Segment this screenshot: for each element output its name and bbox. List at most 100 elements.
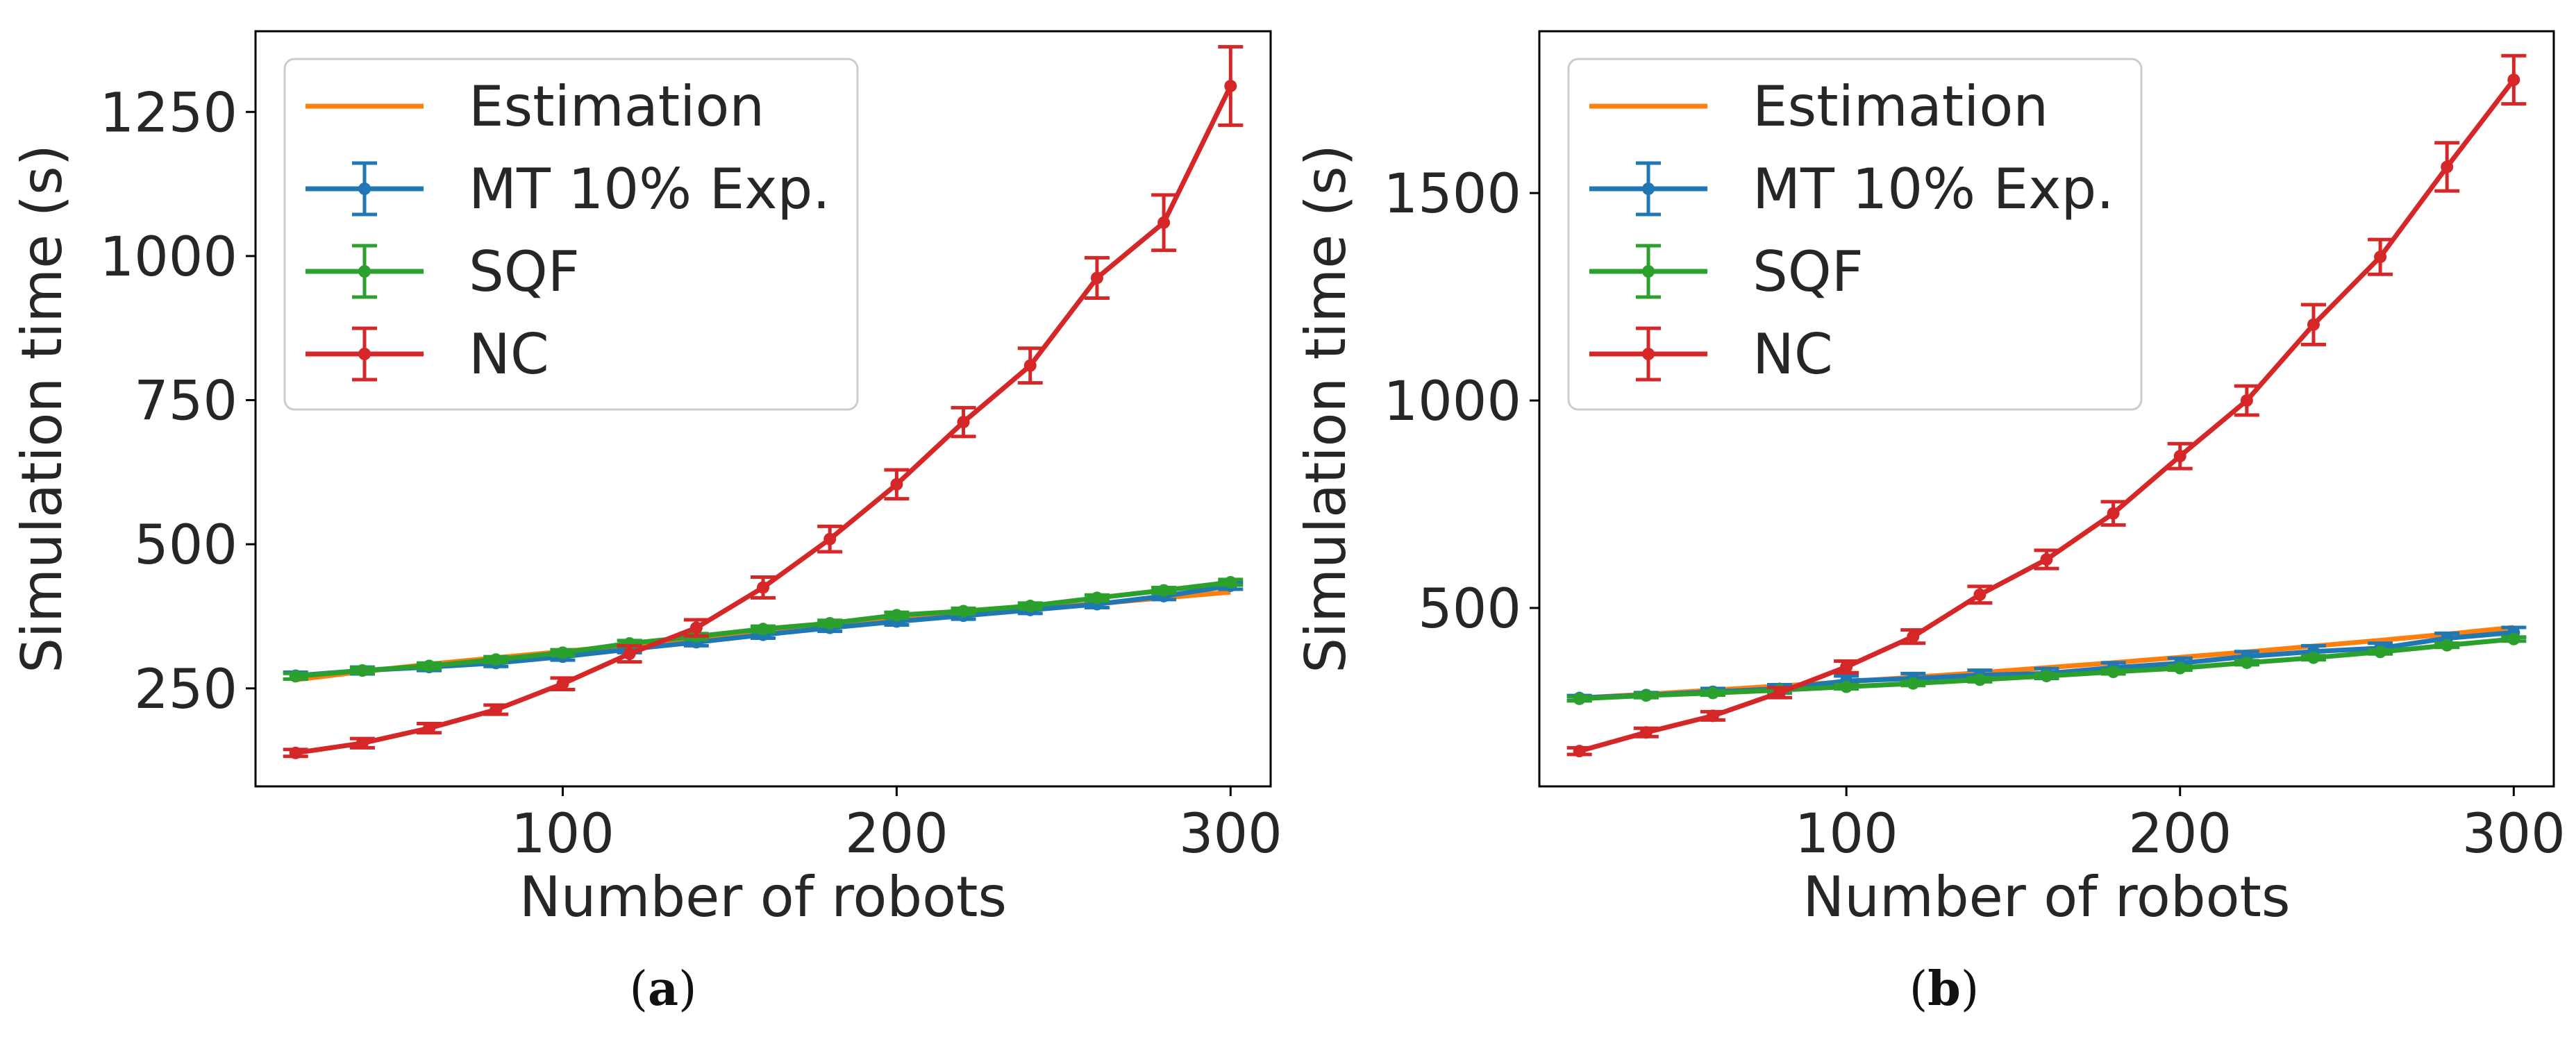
chart-b-data-point <box>2173 661 2186 675</box>
chart-b-data-point <box>2441 639 2454 652</box>
chart-a-data-point <box>356 664 369 677</box>
chart-b-data-point <box>2240 394 2253 407</box>
chart-a-data-point <box>490 653 503 666</box>
chart-a-xtick-label: 200 <box>845 803 948 865</box>
chart-b-data-point <box>2374 251 2387 264</box>
chart-a-legend-marker <box>358 348 371 360</box>
chart-b-caption-open: ( <box>1909 962 1928 1017</box>
chart-b-data-point <box>1706 709 1719 723</box>
chart-b-series-sqf <box>1566 632 2527 705</box>
chart-a-data-point <box>957 605 970 618</box>
chart-b-data-point <box>2240 656 2253 669</box>
chart-b-legend-box <box>1567 58 2143 411</box>
chart-b-data-point <box>1973 588 1987 601</box>
chart-b-legend-label: Estimation <box>1753 74 2048 139</box>
chart-a-data-point <box>689 621 703 634</box>
chart-b-data-point <box>2107 507 2120 520</box>
chart-a-x-axis-label: Number of robots <box>519 865 1007 929</box>
chart-b-data-point <box>2307 651 2320 664</box>
chart-b-legend-label: NC <box>1753 322 1833 387</box>
chart-a-data-point <box>1090 591 1103 605</box>
chart-b-series-nc <box>1566 53 2527 758</box>
chart-a-ytick-label: 1000 <box>99 226 237 289</box>
chart-a-legend: Estimation MT 10% Exp. SQF NC <box>283 58 859 411</box>
chart-a-caption-open: ( <box>629 962 648 1017</box>
chart-a-series-sqf <box>283 575 1244 683</box>
chart-b-data-point <box>2173 450 2186 463</box>
chart-a-legend-label: Estimation <box>469 74 764 139</box>
chart-b-legend-label: MT 10% Exp. <box>1753 157 2114 221</box>
chart-a-data-point <box>890 478 903 491</box>
chart-b-legend-label: SQF <box>1753 239 1864 304</box>
chart-a-data-point <box>1023 359 1037 372</box>
chart-a-caption-letter: a <box>648 961 678 1017</box>
chart-b-data-point <box>1840 680 1853 693</box>
chart-a-data-point <box>556 646 569 659</box>
chart-a-data-point <box>757 623 769 636</box>
chart-b-data-point <box>2307 318 2320 331</box>
chart-b-ytick-label: 1500 <box>1383 163 1521 226</box>
chart-b-data-point <box>1573 745 1586 758</box>
chart-a-y-axis-label: Simulation time (s) <box>10 144 74 673</box>
chart-b-ytick-label: 500 <box>1418 578 1521 641</box>
chart-a-data-point <box>623 647 636 660</box>
chart-a-data-point <box>957 416 970 429</box>
chart-a-data-point <box>423 722 436 735</box>
chart-b-axes-frame <box>1538 30 2555 788</box>
chart-a-legend-label: NC <box>469 322 549 387</box>
chart-b-caption: (b) <box>1909 961 1980 1017</box>
chart-a-xtick-label: 100 <box>511 803 614 865</box>
chart-b-legend: Estimation MT 10% Exp. SQF NC <box>1567 58 2143 411</box>
chart-a-series-nc <box>283 44 1244 759</box>
chart-a-axes-frame <box>254 30 1272 788</box>
chart-b-xtick-label: 100 <box>1795 803 1898 865</box>
chart-b-data-point <box>1706 686 1719 700</box>
chart-a-data-point <box>289 746 302 759</box>
chart-a-data-point <box>490 703 503 716</box>
chart-b-data-point <box>1773 686 1787 699</box>
chart-a-data-point <box>823 532 837 546</box>
chart-a-data-point <box>556 677 569 691</box>
chart-b-legend-marker <box>1642 265 1655 278</box>
chart-a-data-point <box>890 609 903 622</box>
chart-a-data-point <box>1157 584 1171 597</box>
chart-a-data-point <box>1023 600 1037 613</box>
chart-b-ytick-label: 1000 <box>1383 371 1521 433</box>
chart-a-ytick-label: 750 <box>134 371 237 433</box>
chart-b-data-point <box>2040 669 2053 682</box>
chart-b: 100 200 300 500 1000 1500 Number of robots Simu… <box>1294 30 2566 1017</box>
chart-b-data-point <box>2374 645 2387 659</box>
chart-b-data-point <box>1973 673 1987 686</box>
chart-b-data-point <box>2507 73 2520 86</box>
chart-a-legend-box <box>283 58 859 411</box>
chart-a-legend-label: MT 10% Exp. <box>469 157 830 221</box>
chart-a-data-point <box>1090 271 1103 285</box>
chart-a-data-point <box>1157 216 1171 229</box>
chart-b-data-point <box>1639 689 1653 702</box>
chart-a-data-point <box>289 670 302 683</box>
chart-a-legend-marker <box>358 265 371 278</box>
chart-b-legend-marker <box>1642 183 1655 195</box>
chart-b-x-axis-label: Number of robots <box>1803 865 2290 929</box>
chart-b-data-point <box>1639 726 1653 739</box>
chart-a-xtick-label: 300 <box>1179 803 1282 865</box>
chart-b-data-point <box>1573 692 1586 705</box>
chart-b-data-point <box>2441 160 2454 174</box>
chart-b-data-point <box>1840 660 1853 673</box>
chart-b-caption-close: ) <box>1961 962 1980 1017</box>
chart-a-caption: (a) <box>629 961 696 1017</box>
chart-a-legend-label: SQF <box>469 239 580 304</box>
chart-a-data-point <box>757 581 769 594</box>
chart-b-data-point <box>1907 677 1920 690</box>
chart-a-data-point <box>423 659 436 673</box>
chart-b-xtick-label: 300 <box>2462 803 2566 865</box>
chart-a-data-point <box>356 736 369 750</box>
chart-a-caption-close: ) <box>678 962 697 1017</box>
chart-a-data-point <box>823 616 837 630</box>
chart-b-xtick-label: 200 <box>2128 803 2232 865</box>
chart-a-data-point <box>1224 79 1237 92</box>
chart-a-ytick-label: 250 <box>134 659 237 721</box>
chart-b-data-point <box>2040 553 2053 566</box>
chart-a-legend-marker <box>358 183 371 195</box>
